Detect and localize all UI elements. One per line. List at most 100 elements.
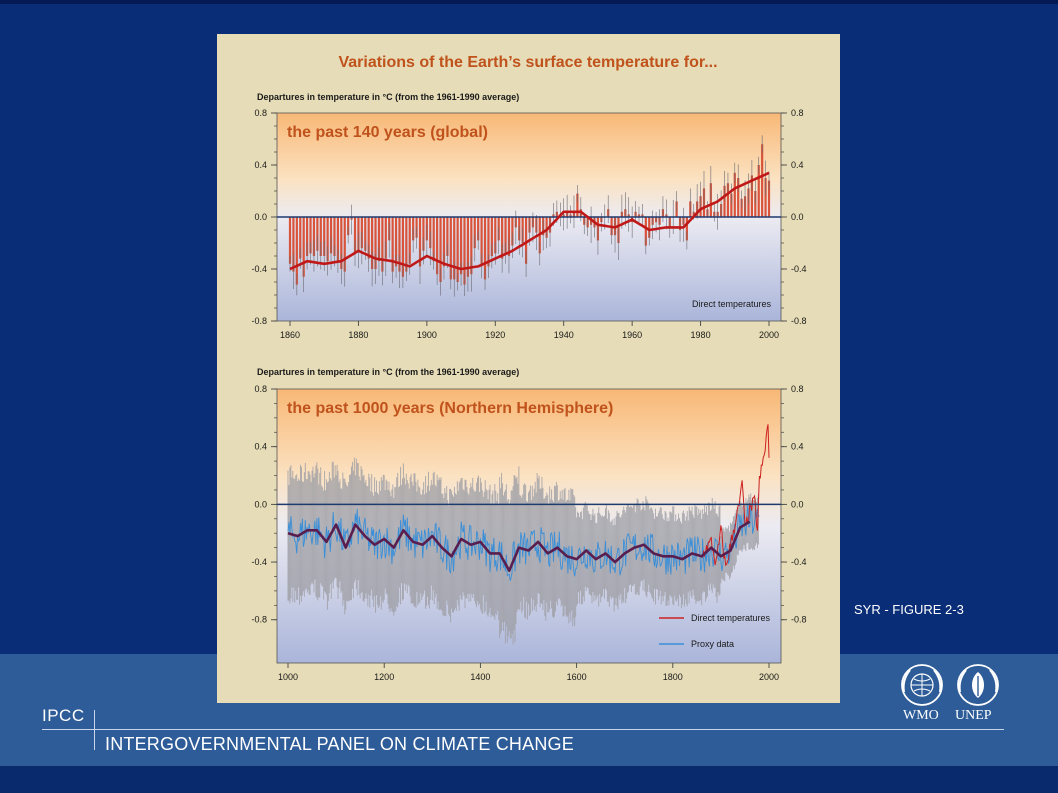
x-tick-label: 2000 bbox=[759, 672, 779, 682]
unep-emblem-icon bbox=[957, 664, 999, 706]
annual-bar bbox=[466, 217, 470, 277]
annual-bar bbox=[374, 217, 377, 269]
annual-bar bbox=[487, 217, 490, 267]
x-tick-label: 1980 bbox=[691, 330, 711, 340]
annual-bar bbox=[292, 217, 295, 272]
y-tick-label-right: -0.8 bbox=[791, 615, 807, 625]
y-tick-label-right: 0.0 bbox=[791, 212, 804, 222]
annual-bar bbox=[329, 217, 333, 254]
annual-bar bbox=[459, 217, 463, 275]
x-tick-label: 1920 bbox=[485, 330, 505, 340]
annual-bar bbox=[347, 217, 350, 236]
annual-bar bbox=[391, 217, 394, 272]
annual-bar bbox=[446, 217, 449, 256]
y-tick-label-right: -0.4 bbox=[791, 264, 807, 274]
annual-bar bbox=[453, 217, 456, 280]
y-tick-label-right: -0.8 bbox=[791, 316, 807, 326]
legend-direct-temperatures: Direct temperatures bbox=[691, 613, 771, 623]
annual-bar bbox=[524, 217, 528, 264]
x-tick-label: 1940 bbox=[554, 330, 574, 340]
y-tick-label-left: 0.0 bbox=[254, 212, 267, 222]
annual-bar bbox=[483, 217, 487, 280]
y-tick-label-right: 0.0 bbox=[791, 499, 804, 509]
annual-bar bbox=[288, 217, 292, 264]
annual-bar bbox=[740, 198, 743, 217]
proxy-data-series bbox=[287, 504, 760, 581]
annual-bar bbox=[764, 178, 767, 217]
annual-bar bbox=[309, 217, 312, 254]
annual-bar bbox=[470, 217, 473, 275]
annual-bar bbox=[302, 217, 305, 277]
annual-bar bbox=[733, 172, 736, 217]
annual-bar bbox=[737, 178, 740, 217]
annual-bar bbox=[401, 217, 405, 277]
annual-bar bbox=[295, 217, 298, 285]
x-tick-label: 1860 bbox=[280, 330, 300, 340]
x-tick-label: 2000 bbox=[759, 330, 779, 340]
y-tick-label-left: 0.0 bbox=[254, 499, 267, 509]
y-tick-label-right: 0.4 bbox=[791, 442, 804, 452]
panel-title: the past 140 years (global) bbox=[287, 124, 488, 141]
figure-title: Variations of the Earth’s surface temper… bbox=[338, 54, 717, 71]
annual-bar bbox=[757, 165, 760, 217]
annual-bar bbox=[473, 217, 476, 249]
annual-bar bbox=[723, 185, 726, 217]
annual-bar bbox=[384, 217, 387, 259]
wmo-label: WMO bbox=[903, 708, 939, 723]
annual-bar bbox=[507, 217, 511, 256]
annual-bar bbox=[648, 217, 651, 238]
y-axis-title: Departures in temperature in °C (from th… bbox=[257, 367, 519, 377]
annual-bar bbox=[405, 217, 408, 272]
x-tick-label: 1600 bbox=[567, 672, 587, 682]
annual-bar bbox=[343, 217, 346, 272]
annual-bar bbox=[326, 217, 329, 262]
annual-bar bbox=[480, 217, 483, 267]
x-tick-label: 1400 bbox=[470, 672, 490, 682]
y-tick-label-right: 0.8 bbox=[791, 384, 804, 394]
annual-bar bbox=[333, 217, 336, 256]
annual-bar bbox=[754, 191, 757, 217]
footer-divider-vertical bbox=[94, 710, 95, 750]
y-tick-label-right: 0.4 bbox=[791, 160, 804, 170]
annual-bar bbox=[367, 217, 370, 259]
panel-title: the past 1000 years (Northern Hemisphere… bbox=[287, 400, 613, 417]
smoothed-proxy-curve bbox=[287, 520, 751, 572]
annual-bar bbox=[353, 217, 357, 254]
y-tick-label-right: 0.8 bbox=[791, 108, 804, 118]
annual-bar bbox=[767, 180, 771, 217]
y-tick-label-left: 0.4 bbox=[254, 160, 267, 170]
annual-bar bbox=[685, 217, 688, 241]
smoothed-curve bbox=[289, 171, 770, 271]
annual-bar bbox=[436, 217, 439, 275]
annual-bar bbox=[442, 217, 446, 267]
annual-bar bbox=[501, 217, 504, 259]
annual-bar bbox=[456, 217, 459, 282]
annual-bar bbox=[336, 217, 339, 262]
annual-bar bbox=[750, 175, 753, 217]
x-tick-label: 1880 bbox=[348, 330, 368, 340]
annual-bar bbox=[422, 217, 425, 251]
y-tick-label-left: -0.8 bbox=[251, 615, 267, 625]
legend-proxy-data: Proxy data bbox=[691, 639, 734, 649]
annual-bar bbox=[726, 183, 730, 217]
x-tick-label: 1200 bbox=[374, 672, 394, 682]
annual-bar bbox=[323, 217, 326, 256]
annual-bar bbox=[312, 217, 316, 256]
annual-bar bbox=[511, 217, 514, 246]
annual-bar bbox=[477, 217, 480, 241]
top-edge-bar bbox=[0, 0, 1058, 4]
annual-bar bbox=[494, 217, 497, 254]
chart-past-1000-years: Departures in temperature in °C (from th… bbox=[251, 367, 806, 682]
ipcc-abbrev: IPCC bbox=[42, 706, 85, 725]
annual-bar bbox=[299, 217, 302, 259]
annual-bar bbox=[463, 217, 466, 285]
annual-bar bbox=[377, 217, 381, 262]
y-tick-label-left: 0.8 bbox=[254, 108, 267, 118]
annual-bar bbox=[439, 217, 442, 282]
x-tick-label: 1960 bbox=[622, 330, 642, 340]
annual-bar bbox=[381, 217, 384, 272]
annual-bar bbox=[576, 193, 579, 217]
annual-bar bbox=[408, 217, 411, 264]
annual-bar bbox=[761, 144, 764, 217]
y-tick-label-right: -0.4 bbox=[791, 557, 807, 567]
